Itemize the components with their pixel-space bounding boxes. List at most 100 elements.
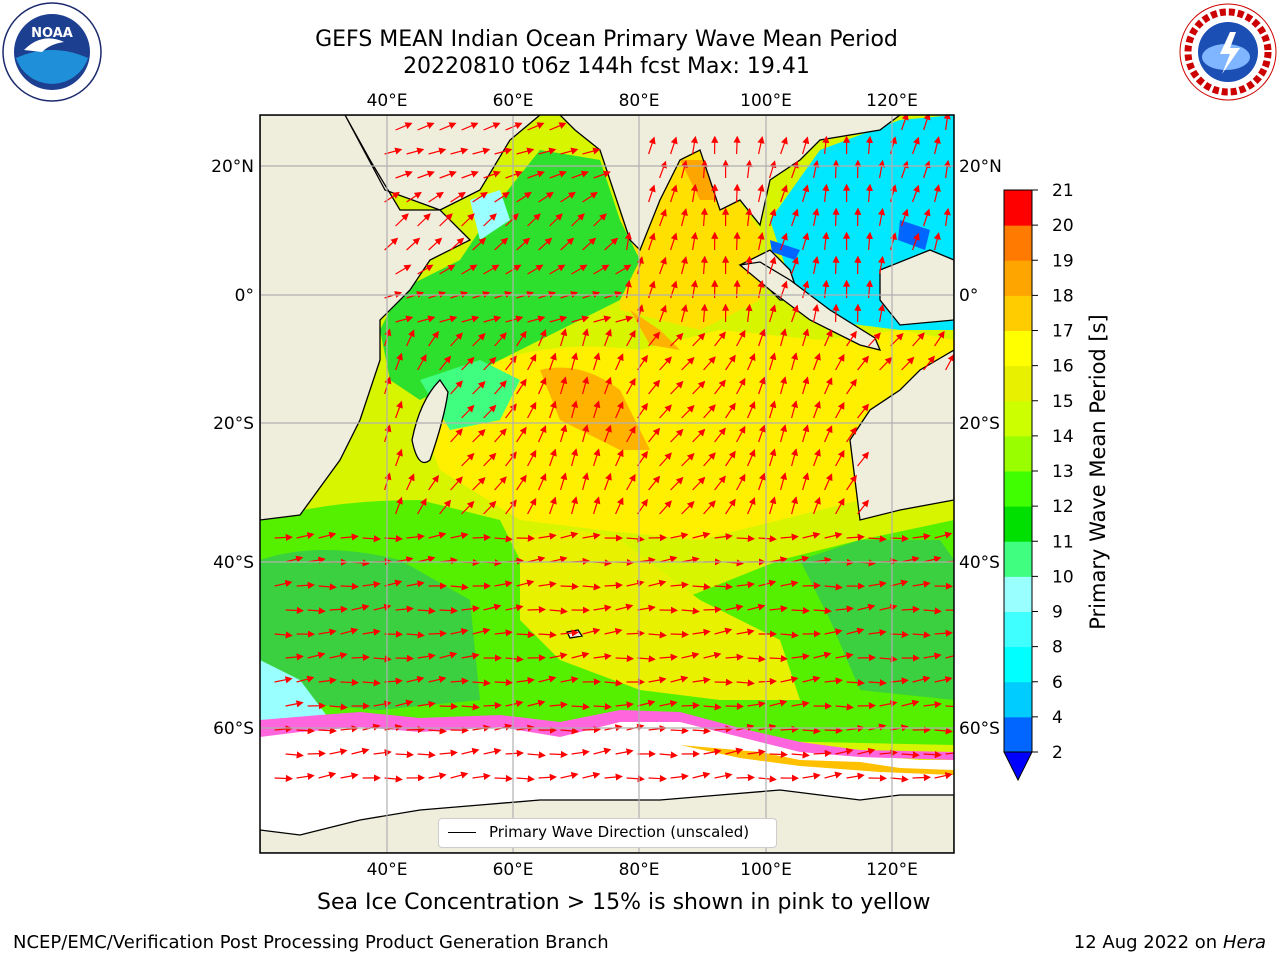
wave-direction-arrow <box>560 629 579 637</box>
wave-direction-arrow <box>923 751 942 759</box>
wave-direction-arrow <box>549 750 568 759</box>
period-band-low <box>770 240 800 260</box>
wave-direction-arrow <box>692 583 711 591</box>
wave-direction-arrow <box>725 402 736 419</box>
wave-direction-arrow <box>626 775 645 783</box>
colorbar-swatch <box>1004 506 1032 542</box>
wave-direction-arrow <box>549 448 557 467</box>
colorbar-tick-label: 15 <box>1052 392 1074 412</box>
wave-direction-arrow <box>406 191 422 203</box>
wave-direction-arrow <box>901 208 909 227</box>
wave-direction-arrow <box>681 501 695 515</box>
wave-direction-arrow <box>582 472 590 491</box>
wave-direction-arrow <box>395 352 403 371</box>
wave-direction-arrow <box>494 535 513 543</box>
colorbar-tick-label: 16 <box>1052 357 1074 377</box>
wave-direction-arrow <box>670 184 678 203</box>
wave-direction-arrow <box>879 749 898 757</box>
colorbar-swatch <box>1004 225 1032 261</box>
wave-direction-arrow <box>395 654 414 662</box>
wave-direction-arrow <box>571 703 590 711</box>
wave-direction-arrow <box>923 701 942 709</box>
colorbar-label: Primary Wave Mean Period [s] <box>1086 314 1110 630</box>
wave-direction-arrow <box>516 676 535 685</box>
wave-direction-arrow <box>285 555 304 563</box>
wave-direction-arrow <box>604 472 612 491</box>
wave-direction-arrow <box>571 748 590 757</box>
wave-direction-arrow <box>593 448 601 467</box>
wave-direction-arrow <box>461 703 480 711</box>
wave-direction-arrow <box>472 477 486 491</box>
wave-direction-arrow <box>670 380 684 395</box>
wave-direction-arrow <box>593 496 601 515</box>
wave-direction-arrow <box>692 428 706 443</box>
wave-direction-arrow <box>472 237 487 251</box>
wave-direction-arrow <box>757 136 765 155</box>
wave-direction-arrow <box>769 605 788 613</box>
wave-direction-arrow <box>736 774 755 782</box>
wave-direction-arrow <box>857 499 869 515</box>
lon-tick-top-100: 100°E <box>740 91 792 111</box>
colorbar-tick-label: 6 <box>1052 673 1063 693</box>
wave-direction-arrow <box>494 191 510 203</box>
wave-direction-arrow <box>472 679 491 687</box>
wave-direction-arrow <box>274 631 293 639</box>
sea-ice-high <box>680 745 954 775</box>
wave-direction-arrow <box>659 653 678 661</box>
wave-direction-arrow <box>274 676 293 684</box>
wave-direction-arrow <box>637 699 656 707</box>
wave-direction-arrow <box>824 473 833 491</box>
wave-direction-arrow <box>802 472 810 491</box>
wave-direction-arrow <box>626 425 636 443</box>
wave-direction-arrow <box>571 213 585 227</box>
wave-direction-arrow <box>406 533 425 541</box>
wave-direction-arrow <box>700 255 708 275</box>
wave-direction-arrow <box>307 607 326 615</box>
wave-direction-arrow <box>461 356 475 371</box>
wave-direction-arrow <box>733 183 741 203</box>
wave-direction-arrow <box>593 213 607 227</box>
wave-direction-arrow <box>757 184 765 203</box>
wave-direction-arrow <box>483 122 501 131</box>
wave-direction-arrow <box>934 629 953 637</box>
wave-direction-arrow <box>659 700 678 708</box>
wave-direction-arrow <box>318 531 337 539</box>
wave-direction-arrow <box>461 213 475 227</box>
wave-direction-arrow <box>549 122 567 131</box>
wave-direction-arrow <box>395 170 413 179</box>
wave-direction-arrow <box>791 607 810 615</box>
wave-direction-arrow <box>901 356 915 371</box>
wave-direction-arrow <box>516 631 535 639</box>
wave-direction-arrow <box>571 651 590 659</box>
wave-direction-arrow <box>868 332 881 347</box>
wave-direction-arrow <box>505 403 517 419</box>
wave-direction-arrow <box>670 630 689 638</box>
wave-direction-arrow <box>912 136 920 155</box>
wave-direction-arrow <box>758 424 766 443</box>
wave-direction-arrow <box>615 701 634 709</box>
wave-direction-arrow <box>923 208 931 227</box>
wave-direction-arrow <box>681 701 700 710</box>
wave-direction-arrow <box>582 532 601 540</box>
wave-direction-arrow <box>791 700 810 708</box>
lon-tick-top-80: 80°E <box>619 91 660 111</box>
wave-direction-arrow <box>714 427 726 443</box>
wave-direction-arrow <box>560 376 568 395</box>
colorbar-tick-label: 10 <box>1052 567 1074 587</box>
wave-direction-arrow <box>703 651 722 659</box>
wave-direction-arrow <box>659 304 667 323</box>
wave-direction-arrow <box>296 772 315 780</box>
wave-direction-arrow <box>417 751 436 759</box>
wave-direction-arrow <box>736 377 746 395</box>
wave-direction-arrow <box>593 315 612 323</box>
wave-direction-arrow <box>648 232 656 251</box>
wave-direction-arrow <box>538 147 557 155</box>
wave-direction-arrow <box>527 122 545 131</box>
wave-direction-arrow <box>648 379 661 395</box>
wave-direction-arrow <box>494 380 507 395</box>
wave-direction-arrow <box>439 122 457 131</box>
wave-direction-arrow <box>494 580 513 588</box>
wave-direction-arrow <box>472 772 491 781</box>
colorbar-tick-label: 19 <box>1052 251 1074 271</box>
wave-direction-arrow <box>700 303 708 323</box>
